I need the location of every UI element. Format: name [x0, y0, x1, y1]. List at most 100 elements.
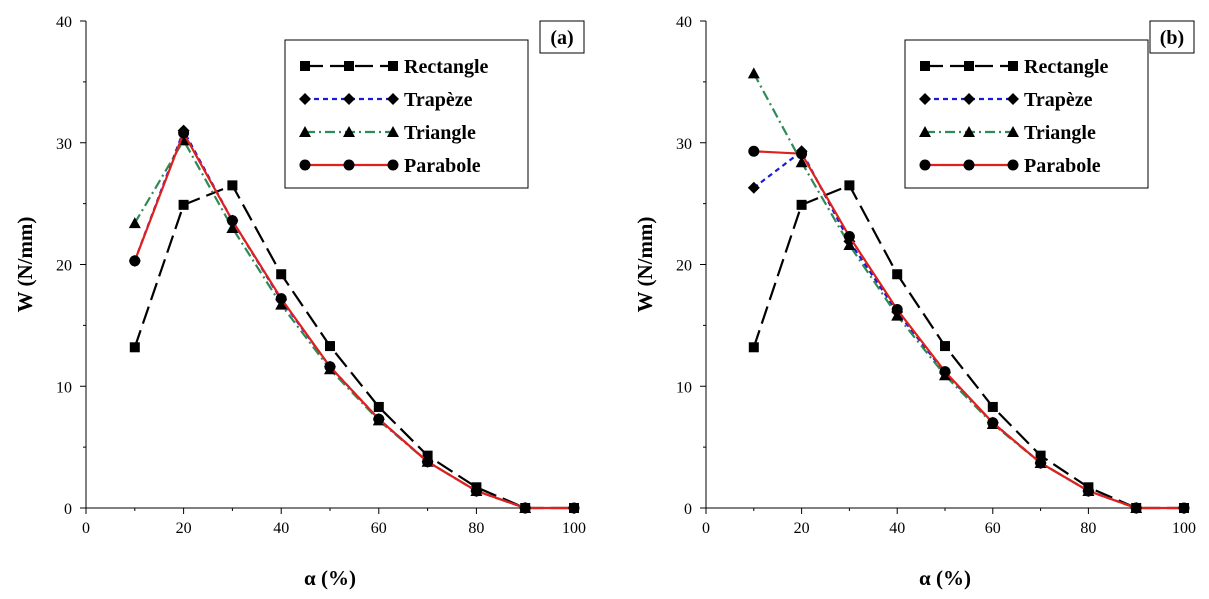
data-point-rectangle — [844, 180, 855, 191]
legend-label-trapeze: Trapèze — [1024, 89, 1093, 111]
legend-marker-trapeze — [387, 93, 399, 105]
legend-label-trapeze: Trapèze — [404, 89, 473, 111]
legend-marker-parabole — [919, 159, 931, 171]
data-point-parabole — [1082, 485, 1094, 497]
data-point-rectangle — [748, 342, 759, 353]
x-tick-label: 40 — [889, 520, 905, 537]
data-point-parabole — [843, 230, 855, 242]
x-tick-label: 100 — [562, 520, 586, 537]
legend-marker-rectangle — [964, 61, 974, 71]
legend-box — [904, 39, 1149, 189]
y-axis-title: W (N/mm) — [13, 217, 37, 313]
y-tick-label: 10 — [56, 379, 72, 396]
data-point-triangle — [128, 217, 141, 229]
y-tick-label: 40 — [56, 14, 72, 31]
data-point-parabole — [373, 413, 385, 425]
data-point-rectangle — [178, 199, 189, 210]
legend-marker-trapeze — [963, 93, 975, 105]
data-point-rectangle — [276, 269, 287, 280]
y-tick-label: 10 — [676, 379, 692, 396]
data-point-parabole — [275, 293, 287, 305]
y-tick-label: 40 — [676, 14, 692, 31]
legend-marker-trapeze — [1007, 93, 1019, 105]
panel-label-box — [539, 20, 585, 54]
series-line-parabole — [753, 150, 1184, 510]
legend-marker-trapeze — [299, 93, 311, 105]
legend-marker-parabole — [299, 159, 311, 171]
series-line-parabole — [133, 131, 574, 510]
legend-marker-triangle — [343, 126, 355, 137]
legend-marker-triangle — [963, 126, 975, 137]
x-tick-label: 80 — [468, 520, 484, 537]
data-point-parabole — [470, 485, 482, 497]
legend-marker-rectangle — [920, 61, 930, 71]
y-tick-label: 20 — [56, 258, 72, 275]
data-point-rectangle — [129, 342, 140, 353]
legend-marker-trapeze — [343, 93, 355, 105]
x-axis-title: α (%) — [304, 566, 356, 590]
data-point-parabole — [939, 366, 951, 378]
data-point-parabole — [178, 127, 190, 139]
legend-label-rectangle: Rectangle — [404, 56, 489, 78]
y-tick-label: 30 — [676, 136, 692, 153]
data-point-triangle — [891, 309, 904, 321]
y-tick-label: 30 — [56, 136, 72, 153]
x-tick-label: 20 — [176, 520, 192, 537]
legend-label-triangle: Triangle — [404, 122, 476, 144]
legend-marker-trapeze — [919, 93, 931, 105]
legend-marker-rectangle — [388, 61, 398, 71]
data-point-triangle — [747, 67, 760, 79]
data-point-parabole — [568, 502, 580, 514]
x-tick-label: 20 — [794, 520, 810, 537]
series-line-rectangle — [752, 184, 1184, 510]
x-tick-label: 0 — [82, 520, 90, 537]
legend-marker-parabole — [387, 159, 399, 171]
legend-label-triangle: Triangle — [1024, 122, 1096, 144]
legend-marker-triangle — [299, 126, 311, 137]
legend-label-parabole: Parabole — [1024, 155, 1101, 177]
data-point-parabole — [1178, 502, 1190, 514]
data-point-parabole — [129, 255, 141, 267]
legend-marker-parabole — [1007, 159, 1019, 171]
legend-label-parabole: Parabole — [404, 155, 481, 177]
data-point-parabole — [987, 417, 999, 429]
legend-marker-triangle — [1007, 126, 1019, 137]
data-point-rectangle — [796, 199, 807, 210]
data-point-parabole — [1035, 457, 1047, 469]
series-line-rectangle — [133, 184, 574, 510]
data-point-parabole — [226, 215, 238, 227]
x-tick-label: 60 — [371, 520, 387, 537]
legend-marker-triangle — [919, 126, 931, 137]
data-point-rectangle — [325, 341, 335, 352]
data-point-rectangle — [987, 401, 998, 412]
legend-marker-parabole — [343, 159, 355, 171]
legend: Rectangle Trapèze Triangle Parabole — [284, 39, 529, 189]
chart-panel-a: 0 20 40 60 80 100 0 10 20 30 40 α (%) W (N/mm) (a) Rec… — [13, 14, 586, 590]
panel-label: (b) — [1160, 27, 1184, 49]
x-tick-label: 0 — [702, 520, 710, 537]
y-tick-label: 20 — [676, 258, 692, 275]
legend-label-rectangle: Rectangle — [1024, 56, 1109, 78]
series-line-trapeze — [753, 150, 1137, 510]
data-point-triangle — [843, 239, 856, 251]
data-point-triangle — [226, 221, 239, 233]
data-point-trapeze — [747, 181, 760, 194]
data-point-rectangle — [1035, 450, 1046, 461]
y-tick-label: 0 — [64, 501, 72, 518]
panel-label: (a) — [550, 27, 573, 49]
data-point-rectangle — [892, 269, 903, 280]
legend-box — [284, 39, 529, 189]
x-tick-label: 40 — [273, 520, 289, 537]
data-point-rectangle — [422, 450, 433, 461]
data-point-triangle — [795, 156, 808, 168]
data-point-parabole — [891, 304, 903, 316]
data-point-parabole — [796, 148, 808, 160]
data-point-parabole — [519, 502, 531, 514]
data-point-rectangle — [227, 180, 238, 191]
x-tick-label: 80 — [1080, 520, 1096, 537]
y-axis-title: W (N/mm) — [633, 217, 657, 313]
data-point-parabole — [748, 145, 760, 157]
data-point-parabole — [324, 361, 336, 373]
